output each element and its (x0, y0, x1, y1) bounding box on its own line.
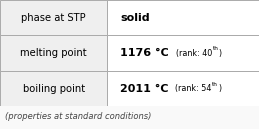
Text: ): ) (218, 84, 221, 93)
Text: (properties at standard conditions): (properties at standard conditions) (5, 112, 152, 121)
Bar (0, 71, 107, 106)
Text: phase at STP: phase at STP (21, 13, 86, 23)
Text: ): ) (218, 49, 221, 58)
Text: solid: solid (120, 13, 150, 23)
Text: 1176 °C: 1176 °C (120, 48, 169, 58)
Bar (0, 35, 107, 71)
Bar (107, 35, 259, 71)
Text: (rank: 40: (rank: 40 (176, 49, 212, 58)
Text: th: th (212, 82, 218, 87)
Text: (rank: 54: (rank: 54 (175, 84, 212, 93)
Bar (107, 0, 259, 35)
Text: melting point: melting point (20, 48, 87, 58)
Text: 2011 °C: 2011 °C (120, 84, 169, 94)
Text: boiling point: boiling point (23, 84, 85, 94)
Bar (0, 0, 107, 35)
Bar (107, 71, 259, 106)
Text: th: th (212, 46, 218, 51)
